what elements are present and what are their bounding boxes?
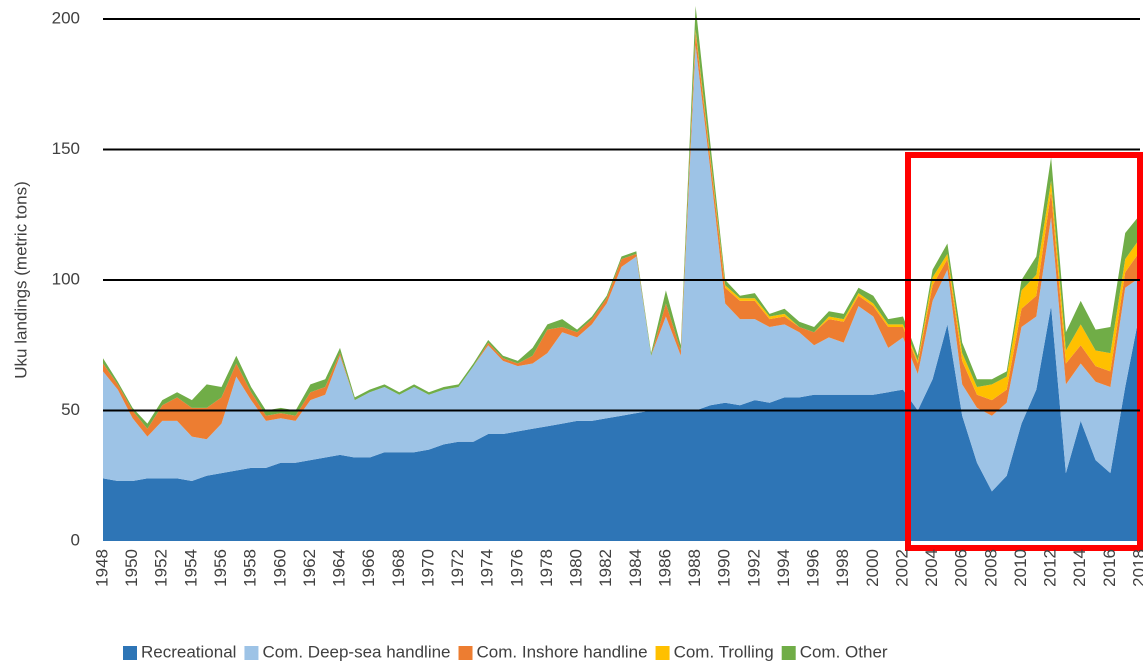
x-tick-label: 1958 [241,549,260,587]
x-tick-label: 2000 [863,549,882,587]
x-tick-label: 2016 [1100,549,1119,587]
y-tick-label: 150 [52,139,80,158]
x-tick-label: 1968 [389,549,408,587]
x-tick-label: 1972 [448,549,467,587]
legend-swatch [123,646,137,660]
x-tick-label: 1952 [152,549,171,587]
x-tick-label: 1988 [685,549,704,587]
legend-swatch [458,646,473,660]
x-tick-label: 1982 [596,549,615,587]
y-axis-label: Uku landings (metric tons) [11,181,30,378]
x-tick-label: 1994 [774,549,793,587]
x-tick-label: 1954 [181,549,200,587]
x-tick-label: 2014 [1070,549,1089,587]
area [103,45,1140,492]
legend-label: Com. Other [800,642,888,661]
area [103,6,1140,429]
y-tick-label: 100 [52,269,80,288]
legend-swatch [244,646,259,660]
area [103,306,1140,541]
legend-swatch [781,646,796,660]
legend-label: Com. Inshore handline [477,642,648,661]
y-tick-label: 0 [71,530,80,549]
x-tick-label: 1976 [507,549,526,587]
y-tick-label: 200 [52,8,80,27]
x-tick-label: 1974 [478,549,497,587]
plot [103,6,1140,541]
x-tick-label: 1948 [92,549,111,587]
x-tick-label: 1984 [626,549,645,587]
x-tick-label: 1986 [655,549,674,587]
x-tick-label: 2002 [892,549,911,587]
x-tick-label: 2004 [922,549,941,587]
legend-label: Com. Deep-sea handline [262,642,450,661]
x-tick-label: 2008 [981,549,1000,587]
x-tick-label: 1992 [744,549,763,587]
x-tick-label: 1980 [567,549,586,587]
y-tick-label: 50 [61,400,80,419]
x-tick-label: 2012 [1041,549,1060,587]
x-tick-label: 2010 [1011,549,1030,587]
x-tick-label: 1966 [359,549,378,587]
x-tick-label: 1998 [833,549,852,587]
legend-swatch [655,646,670,660]
x-tick-label: 2018 [1129,549,1143,587]
x-tick-label: 1970 [418,549,437,587]
x-tick-label: 1960 [270,549,289,587]
legend-label: Recreational [141,642,236,661]
x-tick-label: 1956 [211,549,230,587]
x-tick-label: 1990 [715,549,734,587]
x-tick-label: 2006 [952,549,971,587]
legend-label: Com. Trolling [674,642,774,661]
x-tick-label: 1964 [330,549,349,587]
x-tick-label: 1950 [122,549,141,587]
x-tick-label: 1996 [804,549,823,587]
highlight-box [905,152,1143,551]
x-tick-label: 1978 [537,549,556,587]
x-tick-label: 1962 [300,549,319,587]
